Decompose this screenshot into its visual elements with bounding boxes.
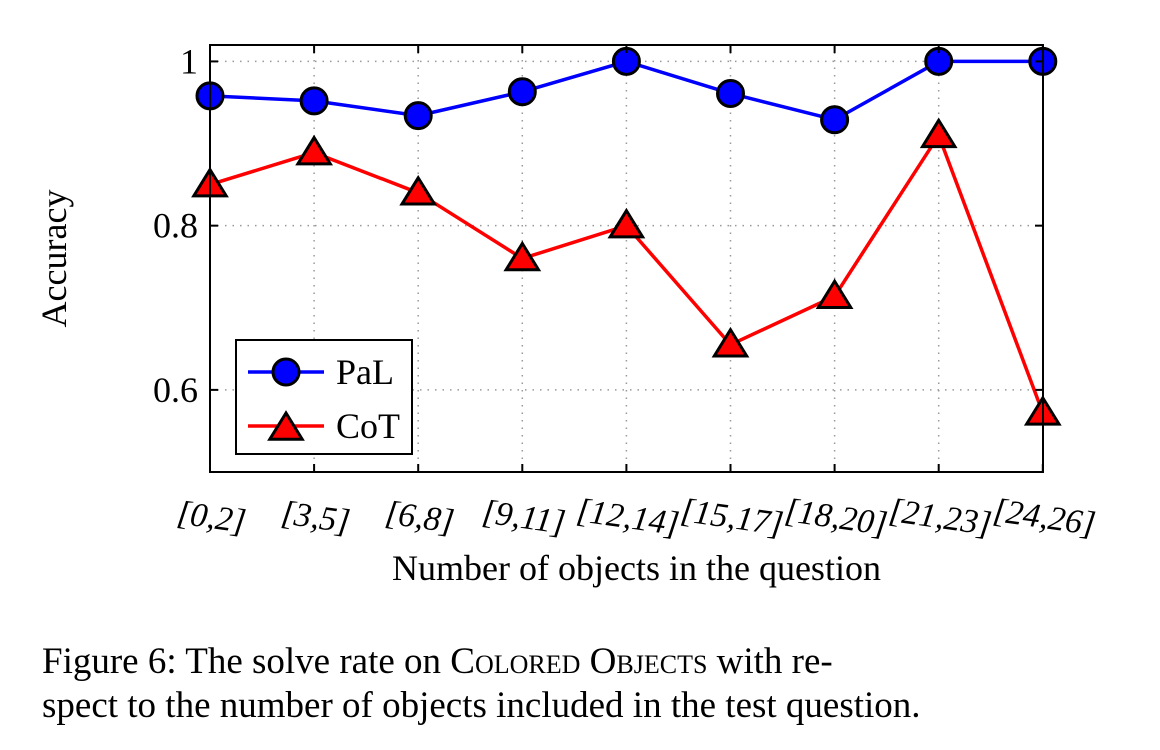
x-tick-label: [18,20] (783, 492, 890, 543)
ticks: [0,2] [3,5] [6,8] [9,11] [12,14][15,17][18,2… (153, 41, 1098, 543)
legend-item-pal: PaL (248, 352, 394, 392)
data-point-cot (295, 134, 333, 166)
legend-label-pal: PaL (336, 352, 394, 392)
legend-label-cot: CoT (336, 406, 400, 446)
data-point-cot (503, 240, 542, 272)
data-point-pal (716, 78, 745, 108)
data-point-cot (919, 117, 958, 149)
data-point-pal (820, 105, 850, 135)
x-tick-label: [21,23] (887, 492, 994, 543)
x-axis-title: Number of objects in the question (392, 548, 881, 588)
legend-marker-pal (271, 357, 301, 387)
data-point-pal (299, 86, 329, 116)
data-point-cot (815, 278, 854, 310)
y-tick-label: 0.6 (153, 370, 198, 410)
figure-caption: Figure 6: The solve rate on Colored Obje… (42, 640, 1142, 728)
data-point-cot (399, 174, 438, 206)
legend-item-cot: CoT (248, 406, 400, 446)
x-tick-label: [24,26] (991, 492, 1098, 543)
legend-marker-cot (267, 410, 305, 441)
data-point-cot (711, 326, 750, 358)
data-point-pal (507, 77, 537, 107)
data-point-cot (607, 207, 646, 239)
caption-suffix: with re- (707, 641, 833, 682)
x-tick-label: [6,8] (383, 494, 456, 540)
line-chart: [0,2] [3,5] [6,8] [9,11] [12,14][15,17][18,2… (34, 41, 1098, 588)
caption-prefix: Figure 6: The solve rate on (42, 641, 451, 682)
series-pal (195, 46, 1058, 135)
caption-line2: spect to the number of objects included … (42, 685, 921, 726)
x-tick-label: [12,14] (574, 492, 681, 543)
data-point-pal (403, 101, 433, 131)
x-tick-label: [3,5] (279, 494, 352, 540)
y-tick-label: 0.8 (153, 206, 198, 246)
y-tick-label: 1 (180, 41, 198, 81)
x-tick-label: [9,11] (480, 493, 568, 541)
legend: PaL CoT (235, 339, 413, 455)
y-axis-title: Accuracy (34, 190, 74, 328)
x-tick-label: [0,2] (175, 494, 248, 540)
legend-box (235, 339, 413, 455)
x-tick-label: [15,17] (678, 492, 785, 543)
caption-dataset: Colored Objects (450, 641, 708, 682)
series-group (191, 46, 1062, 426)
